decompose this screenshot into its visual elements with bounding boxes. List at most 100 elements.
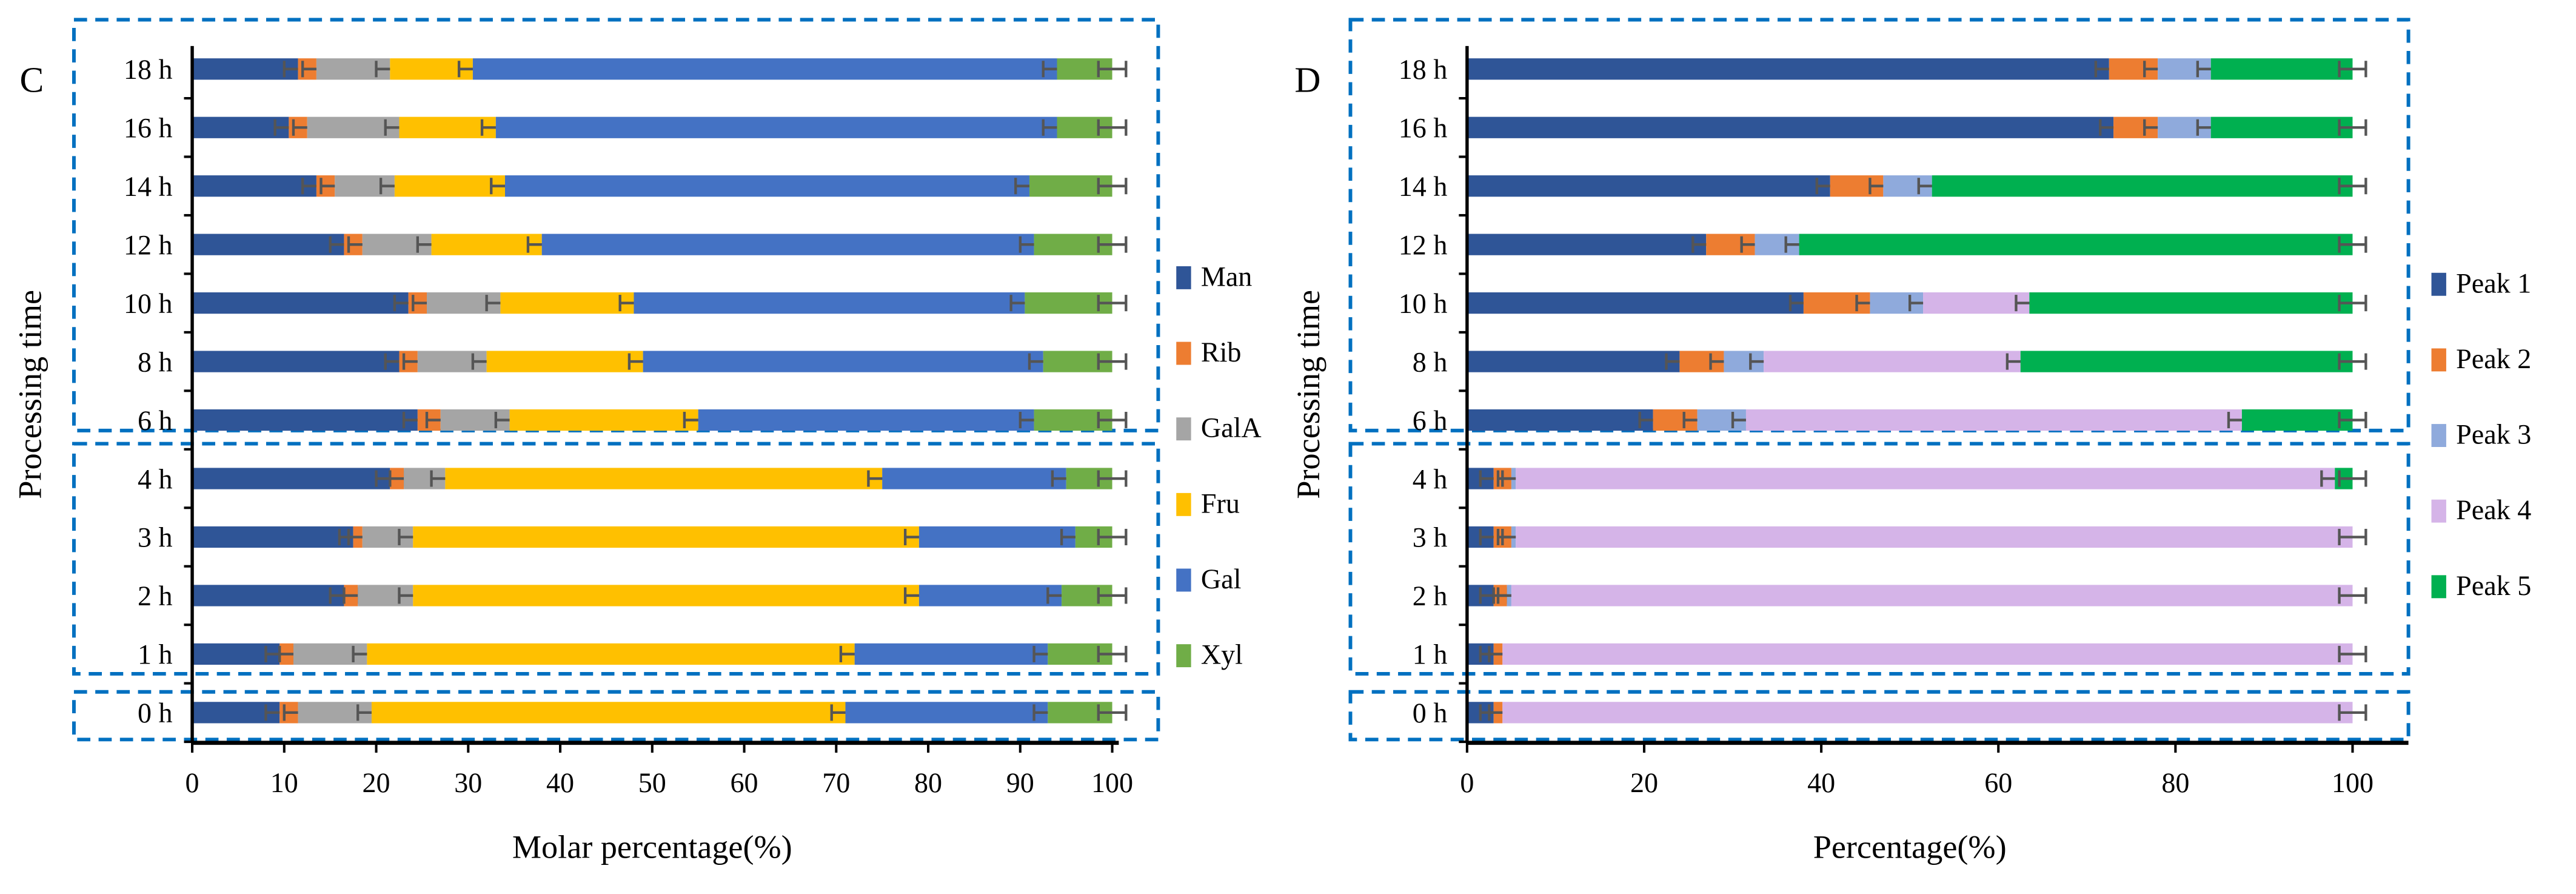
error-bar [1097,704,1128,721]
bar-segment-fru [367,643,855,665]
panel-c: C 18 h 16 h 14 h 12 h 10 h 8 h 6 h 4 h 3 h 2 h 1 h 0… [12,18,1262,865]
legend-swatch [2431,499,2446,523]
bar-segment-gal [882,468,1066,489]
y-tick-label: 3 h [138,522,173,553]
x-tick-label: 70 [822,767,850,798]
bar-segment-gal [698,409,1034,431]
bar-segment-man [192,351,400,372]
legend-swatch [2431,575,2446,599]
error-bar [1097,295,1128,312]
y-tick-label: 10 h [124,288,173,319]
legend-swatch [2431,348,2446,372]
legend-item: Gal [1176,563,1241,594]
bar-segment-fru [413,526,919,548]
bar-segment-fru [445,468,883,489]
bar-segment-man [192,116,289,138]
bar-segment-gal [504,175,1029,197]
bar-segment-peak-5 [2210,58,2353,80]
legend-item: Peak 3 [2431,419,2531,450]
bar-segment-peak-1 [1467,292,1804,314]
panel-letter: D [1294,60,1320,100]
x-axis-title: Molar percentage(%) [512,828,792,865]
bar-segment-peak-5 [2241,409,2353,431]
bar-segment-gala [307,116,400,138]
y-tick-label: 1 h [138,639,173,670]
error-bar [1097,587,1128,604]
legend-label: Gal [1201,563,1242,594]
bar-segment-man [192,585,344,607]
error-bar [2338,353,2367,370]
x-tick-label: 20 [363,767,390,798]
bar-segment-man [192,175,316,197]
bar-segment-gal [918,526,1076,548]
bar-segment-peak-4 [1516,468,2335,489]
error-bar [2338,61,2367,78]
bar-segment-peak-1 [1467,175,1830,197]
x-tick-label: 10 [270,767,298,798]
x-tick-label: 50 [638,767,666,798]
legend-item: Rib [1176,337,1241,368]
group-box [72,442,1160,676]
bar-segment-peak-1 [1467,116,2114,138]
y-tick-label: 12 h [124,229,173,260]
legend-item: Peak 2 [2431,343,2531,374]
bar-segment-fru [431,234,542,255]
bar-segment-man [192,234,344,255]
panel-letter: C [20,60,44,100]
bar-segment-peak-4 [1511,585,2353,607]
x-tick-label: 30 [454,767,482,798]
bar-segment-fru [486,351,643,372]
x-tick-label: 100 [1091,767,1133,798]
bar-segment-peak-1 [1467,409,1653,431]
bar-segment-peak-5 [2210,116,2353,138]
y-tick-label: 10 h [1399,288,1448,319]
panel-d: D 18 h 16 h 14 h 12 h 10 h 8 h 6 h 4 h 3 h 2 h 1 h 0… [1290,18,2531,865]
x-tick-label: 0 [1460,767,1474,798]
legend-label: Fru [1201,488,1240,519]
error-bar [1097,412,1128,429]
y-axis-title: Processing time [12,290,49,499]
error-bar [2338,119,2367,136]
bar-segment-gal [845,702,1048,724]
legend-item: Peak 1 [2431,267,2531,298]
bar-segment-peak-4 [1502,643,2353,665]
group-box [1348,690,2410,742]
bar-segment-gal [472,58,1057,80]
x-tick-label: 60 [731,767,758,798]
legend-swatch [2431,424,2446,447]
y-tick-label: 4 h [138,463,173,494]
y-tick-label: 6 h [138,405,173,436]
bar-segment-gal [854,643,1048,665]
error-bar [1097,119,1128,136]
y-tick-label: 1 h [1413,639,1448,670]
y-tick-label: 18 h [1399,54,1448,85]
bar-segment-man [192,468,390,489]
error-bar [2338,645,2367,662]
bar-segment-peak-4 [1502,702,2353,724]
y-tick-label: 6 h [1413,405,1448,436]
bar-segment-peak-5 [2029,292,2353,314]
y-tick-label: 18 h [124,54,173,85]
x-tick-label: 40 [1807,767,1835,798]
legend-item: GalA [1176,412,1262,443]
group-box [72,690,1160,742]
legend-label: Peak 4 [2456,494,2531,525]
error-bar [2338,470,2367,487]
bar-segment-peak-4 [1764,351,2021,372]
bar-segment-peak-1 [1467,58,2109,80]
error-bar [1097,528,1128,546]
x-axis-title: Percentage(%) [1813,828,2007,865]
y-tick-label: 8 h [1413,346,1448,377]
y-tick-label: 14 h [1399,171,1448,202]
error-bar [2338,704,2367,721]
legend-label: Peak 3 [2456,419,2531,450]
group-box [1348,442,2410,676]
x-tick-label: 20 [1630,767,1658,798]
x-tick-label: 80 [2161,767,2189,798]
y-axis-title: Processing time [1290,290,1326,499]
error-bar [1097,236,1128,253]
y-tick-label: 2 h [138,580,173,611]
error-bar [1097,353,1128,370]
bar-segment-peak-5 [1932,175,2353,197]
bar-segment-gal [541,234,1034,255]
